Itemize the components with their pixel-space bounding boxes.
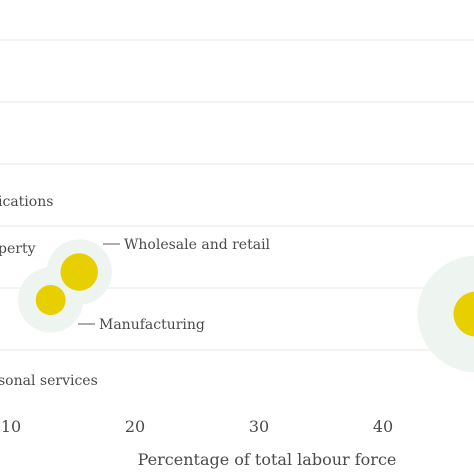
callouts: Wholesale and retail Manufacturing — [78, 237, 271, 333]
bubbles — [18, 239, 474, 373]
bubble — [35, 285, 66, 315]
x-tick-label: 30 — [249, 417, 269, 436]
bubble-halo — [417, 255, 474, 373]
callout-label: Manufacturing — [99, 317, 205, 333]
x-tick-label: 40 — [373, 417, 393, 436]
row-labels: ications perty sonal services — [0, 194, 98, 389]
x-tick-labels: 10 20 30 40 — [1, 417, 393, 436]
bubble — [453, 291, 474, 337]
bubble — [60, 253, 98, 291]
row-label: ications — [0, 194, 53, 210]
row-label: perty — [0, 241, 36, 257]
x-axis-title: Percentage of total labour force — [138, 450, 397, 469]
callout-label: Wholesale and retail — [124, 237, 271, 253]
row-label: sonal services — [0, 373, 98, 389]
x-tick-label: 10 — [1, 417, 21, 436]
x-tick-label: 20 — [125, 417, 145, 436]
